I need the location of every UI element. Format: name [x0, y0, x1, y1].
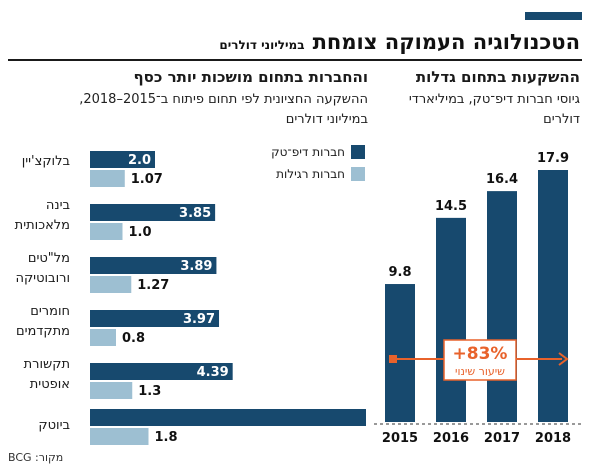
- legend-swatch-regular: [351, 167, 365, 181]
- growth-value: +83%: [453, 344, 508, 364]
- column-year-2015: 2015: [382, 431, 418, 446]
- right-chart-title: ההשקעות בתחום גדלות: [415, 68, 580, 86]
- bar-regular-2: [90, 276, 132, 293]
- bar-regular-label-3: 0.8: [122, 331, 145, 346]
- legend: חברות דיפ־טק חברות רגילות: [271, 145, 365, 189]
- bar-regular-5: [90, 428, 149, 445]
- bar-regular-1: [90, 223, 123, 240]
- top-accent-bar: [525, 12, 582, 20]
- category-label-5: ביוטק: [38, 418, 70, 433]
- column-value-2018: 17.9: [537, 151, 569, 166]
- category-label-4: תקשורת אופטית: [23, 357, 70, 392]
- title-unit: במיליוני דולרים: [219, 38, 305, 52]
- category-label-2: מל"טים ורובוטיקה: [15, 251, 70, 286]
- column-value-2017: 16.4: [486, 172, 518, 187]
- bar-deep-tech-5: [90, 409, 366, 426]
- bar-regular-label-0: 1.07: [131, 172, 163, 187]
- bar-regular-label-2: 1.27: [137, 278, 169, 293]
- bar-regular-label-4: 1.3: [138, 384, 161, 399]
- column-value-2016: 14.5: [435, 199, 467, 214]
- category-label-0: בלוקצ'יין: [21, 154, 70, 169]
- bar-regular-4: [90, 382, 133, 399]
- bar-deep-tech-1: [90, 204, 216, 221]
- bar-regular-0: [90, 170, 125, 187]
- title-main: הטכנולוגיה העמוקה צומחת: [312, 30, 580, 54]
- legend-swatch-deep-tech: [351, 145, 365, 159]
- growth-label: שיעור שינוי: [455, 365, 505, 378]
- growth-arrow-head: [558, 352, 569, 366]
- left-chart-title: והחברות בתחום מושכות יותר כסף: [133, 68, 368, 86]
- category-label-1: בינה מלאכותית: [14, 198, 70, 233]
- column-bar-2017: [487, 191, 517, 422]
- legend-item-regular: חברות רגילות: [271, 167, 365, 181]
- right-chart-subtitle: גיוסי חברות דיפ־טק, במיליארדי דולרים: [408, 92, 580, 127]
- bar-deep-tech-label-3: 3.97: [183, 312, 215, 327]
- growth-box: [443, 339, 517, 381]
- bar-deep-tech-0: [90, 151, 155, 168]
- bar-deep-tech-2: [90, 257, 217, 274]
- bar-regular-3: [90, 329, 116, 346]
- bar-regular-label-1: 1.0: [129, 225, 152, 240]
- bar-regular-label-5: 1.8: [155, 430, 178, 445]
- category-label-3: חומרים מתקדמים: [15, 304, 70, 339]
- bar-deep-tech-label-1: 3.85: [179, 206, 211, 221]
- column-year-2016: 2016: [433, 431, 469, 446]
- column-year-2017: 2017: [484, 431, 520, 446]
- column-year-2018: 2018: [535, 431, 571, 446]
- column-bar-2015: [385, 284, 415, 422]
- page-title: הטכנולוגיה העמוקה צומחת במיליוני דולרים: [219, 30, 580, 54]
- bar-deep-tech-label-2: 3.89: [180, 259, 212, 274]
- bar-deep-tech-label-4: 4.39: [197, 365, 229, 380]
- source-note: מקור: BCG: [8, 451, 64, 464]
- column-bar-2018: [538, 170, 568, 422]
- legend-label-deep-tech: חברות דיפ־טק: [271, 145, 345, 159]
- bar-deep-tech-4: [90, 363, 233, 380]
- left-chart-subtitle: ההשקעה החציונית לפי תחום פיתוח ב־2015–20…: [79, 92, 368, 127]
- column-value-2015: 9.8: [388, 265, 411, 280]
- bar-deep-tech-3: [90, 310, 220, 327]
- legend-item-deep-tech: חברות דיפ־טק: [271, 145, 365, 159]
- title-divider: [8, 59, 582, 61]
- bar-deep-tech-label-0: 2.0: [128, 153, 151, 168]
- growth-arrow-start: [389, 355, 397, 363]
- column-bar-2016: [436, 217, 466, 422]
- legend-label-regular: חברות רגילות: [276, 167, 345, 181]
